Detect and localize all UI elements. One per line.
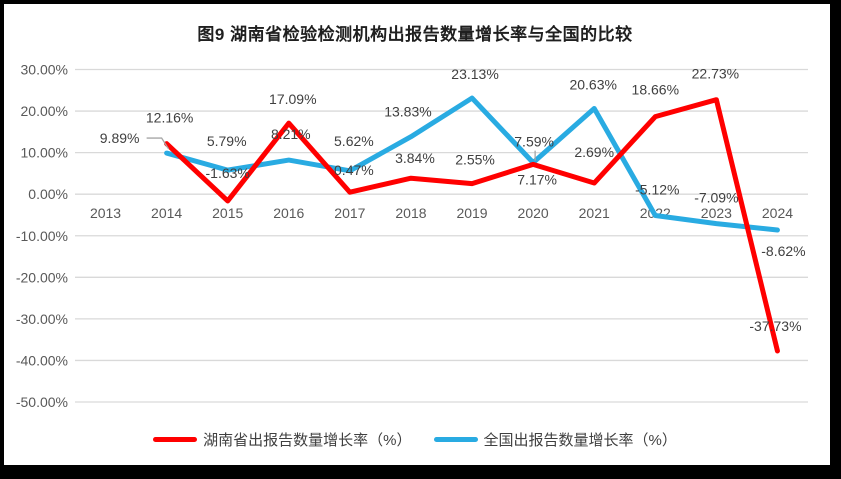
x-axis-tick-label: 2023 — [701, 205, 732, 221]
y-axis-tick-label: -50.00% — [16, 394, 68, 410]
x-axis-tick-label: 2016 — [273, 205, 304, 221]
x-axis-tick-label: 2019 — [456, 205, 487, 221]
y-axis-tick-label: 10.00% — [21, 145, 68, 161]
data-label: 18.66% — [632, 82, 679, 98]
x-axis-tick-label: 2020 — [518, 205, 549, 221]
data-label: 12.16% — [146, 110, 193, 126]
data-label: 2.69% — [574, 144, 614, 160]
frame-border-top — [0, 0, 835, 4]
legend-item-hunan: 湖南省出报告数量增长率（%） — [153, 429, 412, 450]
data-label: 22.73% — [692, 66, 739, 82]
data-label: 0.47% — [334, 162, 374, 178]
y-axis-tick-label: 30.00% — [21, 62, 68, 78]
x-axis-tick-label: 2017 — [334, 205, 365, 221]
y-axis-tick-label: -30.00% — [16, 311, 68, 327]
chart-title: 图9 湖南省检验检测机构出报告数量增长率与全国的比较 — [197, 25, 633, 44]
data-label: 8.21% — [271, 126, 311, 142]
data-label: -8.62% — [761, 243, 805, 259]
data-label: 5.79% — [207, 133, 247, 149]
data-label: 2.55% — [455, 152, 495, 168]
chart-legend: 湖南省出报告数量增长率（%） 全国出报告数量增长率（%） — [0, 429, 830, 450]
x-axis-tick-label: 2015 — [212, 205, 243, 221]
data-label: 7.59% — [514, 134, 554, 150]
data-label: 20.63% — [569, 76, 616, 92]
y-axis-tick-label: -40.00% — [16, 352, 68, 368]
legend-line-sample-red — [153, 437, 198, 442]
y-axis-tick-label: -20.00% — [16, 269, 68, 285]
x-axis-tick-label: 2018 — [395, 205, 426, 221]
data-label: -37.73% — [749, 318, 801, 334]
series-line-1 — [164, 95, 780, 233]
y-axis-tick-label: 20.00% — [21, 103, 68, 119]
data-label: -1.63% — [206, 165, 250, 181]
data-label: 13.83% — [384, 104, 431, 120]
x-axis-tick-label: 2014 — [151, 205, 182, 221]
data-label: 17.09% — [269, 91, 316, 107]
legend-item-national: 全国出报告数量增长率（%） — [433, 429, 677, 450]
data-label: 5.62% — [334, 133, 374, 149]
legend-line-sample-blue — [433, 437, 478, 442]
x-axis-tick-label: 2021 — [579, 205, 610, 221]
data-label: 7.17% — [517, 171, 557, 187]
y-axis-tick-label: 0.00% — [28, 186, 68, 202]
data-label: -7.09% — [694, 190, 738, 206]
x-axis-tick-label: 2013 — [90, 205, 121, 221]
data-label: 23.13% — [451, 66, 498, 82]
data-label: -5.12% — [635, 181, 679, 197]
frame-border-left — [0, 0, 4, 466]
frame-border-bottom — [0, 465, 841, 479]
x-axis-tick-label: 2024 — [762, 205, 793, 221]
label-leader-line — [146, 137, 170, 150]
legend-label-national: 全国出报告数量增长率（%） — [483, 432, 677, 449]
series-line-0 — [164, 97, 780, 354]
frame-border-right — [830, 0, 841, 479]
legend-label-hunan: 湖南省出报告数量增长率（%） — [203, 432, 412, 449]
y-axis-tick-label: -10.00% — [16, 228, 68, 244]
data-label: 3.84% — [395, 150, 435, 166]
data-label: 9.89% — [100, 130, 140, 146]
